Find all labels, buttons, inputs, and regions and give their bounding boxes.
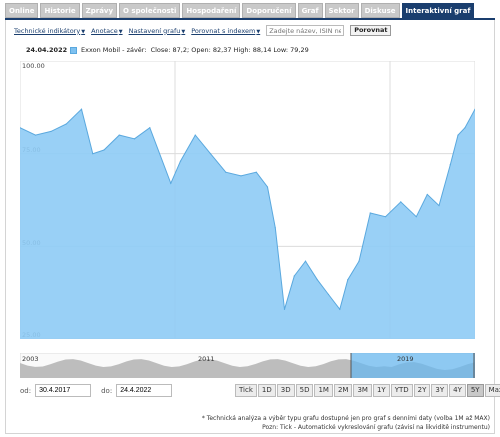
tab-zprávy[interactable]: Zprávy (81, 3, 118, 18)
tab-sektor[interactable]: Sektor (324, 3, 359, 18)
data-point (426, 193, 428, 196)
data-point (133, 138, 136, 140)
data-point (240, 175, 242, 177)
tab-diskuse[interactable]: Diskuse (360, 3, 400, 18)
tab-hospodaření[interactable]: Hospodaření (182, 3, 241, 18)
chart-settings-menu[interactable]: Nastavení grafu▼ (128, 26, 186, 35)
from-label: od: (20, 386, 32, 395)
data-point (179, 160, 182, 162)
navigator-year-label: 2019 (397, 355, 414, 363)
range-button-1y[interactable]: 1Y (372, 384, 390, 397)
annotations-menu[interactable]: Anotace▼ (91, 26, 123, 35)
navigator-year-label: 2011 (198, 355, 215, 363)
chevron-down-icon: ▼ (256, 28, 261, 35)
data-point (118, 134, 120, 136)
data-point (266, 186, 269, 188)
tab-interaktivní-graf[interactable]: Interaktivní graf (401, 3, 475, 18)
data-point (347, 279, 349, 281)
chevron-down-icon: ▼ (181, 28, 186, 35)
legend-series-name: Exxon Mobil - závěr: (81, 46, 147, 54)
y-tick-label: 100.00 (22, 62, 45, 70)
content-frame (5, 20, 495, 434)
date-to-input[interactable] (116, 384, 173, 397)
data-point (194, 134, 196, 136)
range-button-1m[interactable]: 1M (314, 384, 333, 397)
tab-online[interactable]: Online (5, 3, 39, 18)
tab-o-společnosti[interactable]: O společnosti (119, 3, 181, 18)
data-point (339, 308, 341, 310)
data-point (20, 127, 21, 129)
data-point (209, 153, 212, 155)
technical-indicators-menu[interactable]: Technické indikátory▼ (14, 26, 86, 35)
data-point (149, 127, 151, 129)
tab-doporučení[interactable]: Doporučení (242, 3, 296, 18)
range-button-1d[interactable]: 1D (257, 384, 276, 397)
data-point (474, 108, 475, 110)
compare-search-input[interactable] (266, 25, 345, 36)
data-point (225, 171, 227, 173)
data-point (464, 127, 466, 129)
range-button-2y[interactable]: 2Y (413, 384, 431, 397)
data-point (34, 134, 37, 136)
data-point (274, 227, 276, 229)
tab-underline (5, 18, 495, 20)
legend-ohlc: Close: 87,2; Open: 82,37 High: 88,14 Low… (150, 46, 309, 54)
data-point (293, 275, 295, 277)
footnote-technical: * Technická analýza a výběr typu grafu d… (201, 415, 490, 422)
footnote-tick: Pozn: Tick - Automatické vykreslování gr… (262, 424, 490, 431)
legend-swatch (70, 46, 77, 54)
date-range-row: od: do: (20, 384, 173, 397)
data-point (255, 171, 257, 173)
price-area (20, 109, 475, 339)
range-button-tick[interactable]: Tick (235, 384, 257, 397)
range-button-5d[interactable]: 5D (295, 384, 314, 397)
range-button-ytd[interactable]: YTD (390, 384, 413, 397)
chart-legend: Exxon Mobil - závěr: Close: 87,2; Open: … (70, 46, 309, 54)
range-button-3y[interactable]: 3Y (431, 384, 449, 397)
chevron-down-icon: ▼ (81, 28, 86, 35)
data-point (50, 130, 52, 133)
range-button-3d[interactable]: 3D (276, 384, 295, 397)
price-chart[interactable]: 100.0075.0050.0025.00 (20, 61, 475, 339)
data-point (80, 108, 83, 110)
data-point (400, 201, 402, 203)
compare-index-menu[interactable]: Porovnat s indexem▼ (191, 26, 261, 35)
data-point (103, 149, 105, 151)
data-point (358, 260, 360, 262)
chart-navigator[interactable]: 2003 2011 2019 (20, 353, 475, 378)
data-point (369, 212, 371, 214)
data-point (92, 153, 94, 155)
date-from-input[interactable] (35, 384, 92, 397)
tab-historie[interactable]: Historie (40, 3, 80, 18)
data-point (327, 293, 330, 296)
chart-toolbar: Technické indikátory▼ Anotace▼ Nastavení… (14, 25, 392, 36)
chevron-down-icon: ▼ (118, 28, 123, 35)
range-button-5y[interactable]: 5Y (466, 384, 484, 397)
data-point (415, 216, 417, 218)
navigator-year-label: 2003 (22, 355, 39, 363)
data-point (457, 134, 459, 136)
data-point (170, 182, 172, 184)
range-button-max[interactable]: Max (484, 384, 500, 397)
tab-bar: Online Historie Zprávy O společnosti Hospoda… (5, 3, 475, 18)
data-point (449, 164, 451, 166)
data-point (283, 308, 286, 310)
range-button-3m[interactable]: 3M (353, 384, 372, 397)
range-button-4y[interactable]: 4Y (449, 384, 466, 397)
range-button-2m[interactable]: 2M (333, 384, 353, 397)
tab-graf[interactable]: Graf (297, 3, 323, 18)
data-point (438, 204, 440, 207)
data-point (384, 216, 387, 218)
navigator-selection (351, 353, 475, 378)
chart-date: 24.04.2022 (26, 46, 68, 54)
range-buttons: Tick1D3D5D1M2M3M1YYTD2Y3Y4Y5YMax (235, 384, 500, 397)
data-point (304, 260, 307, 262)
data-point (316, 279, 318, 281)
compare-button[interactable]: Porovnat (350, 25, 392, 36)
to-label: do: (101, 386, 113, 395)
data-point (65, 123, 67, 125)
